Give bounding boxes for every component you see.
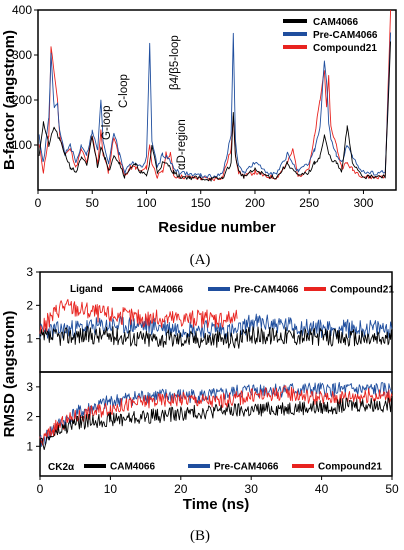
annotation-label: C-loop xyxy=(118,74,130,108)
series-line-pre-cam4066-0 xyxy=(39,381,393,447)
legend-label-pre-cam4066: Pre-CAM4066 xyxy=(214,462,279,473)
panel-b-x-axis-title: Time (ns) xyxy=(183,496,249,513)
x-tick-label: 10 xyxy=(104,482,118,496)
series-line-cam4066-2 xyxy=(39,397,393,453)
x-tick-label: 100 xyxy=(136,196,156,210)
x-tick-label: 50 xyxy=(86,196,100,210)
panel-b-top-series xyxy=(39,298,393,349)
x-tick-label: 30 xyxy=(245,482,259,496)
x-tick-label: 250 xyxy=(299,196,319,210)
series-line-pre-cam4066-1 xyxy=(38,32,392,179)
series-line-compound21-1 xyxy=(39,385,393,446)
y-tick-label: 300 xyxy=(12,48,32,62)
y-tick-label: 1 xyxy=(26,439,33,453)
panel-b-chart: 1 2 3 1 2 3 0 10 20 30 40 50 CAM4066 Pre-CAM4066 Com… xyxy=(1,265,399,544)
panel-b-y-ticks: 1 2 3 1 2 3 xyxy=(26,265,40,453)
x-tick-label: 50 xyxy=(385,482,399,496)
panel-b-y-axis-title: RMSD (angstrom) xyxy=(1,311,18,438)
panel-a-x-ticks: 0 50 100 150 200 250 300 xyxy=(35,190,374,210)
panel-a-y-ticks: 100 200 300 400 xyxy=(12,3,38,152)
annotation-label: αD-region xyxy=(176,119,188,170)
y-tick-label: 400 xyxy=(12,3,32,17)
panel-a-legend: CAM4066 Pre-CAM4066 Compound21 xyxy=(283,17,378,54)
legend-label-cam4066: CAM4066 xyxy=(138,285,183,296)
legend-label-cam4066: CAM4066 xyxy=(110,462,155,473)
panel-b-label: (B) xyxy=(190,528,210,544)
x-tick-label: 0 xyxy=(37,482,44,496)
x-tick-label: 0 xyxy=(35,196,42,210)
panel-a-chart: 0 50 100 150 200 250 300 100 200 300 400 CAM4066 P… xyxy=(1,3,397,268)
legend-label-compound21: Compound21 xyxy=(330,285,394,296)
y-tick-label: 2 xyxy=(26,298,33,312)
legend-label-cam4066: CAM4066 xyxy=(313,17,358,28)
x-tick-label: 300 xyxy=(353,196,373,210)
panel-b-top-legend: CAM4066 Pre-CAM4066 Compound21 xyxy=(112,285,394,296)
panel-b-bottom-legend: CAM4066 Pre-CAM4066 Compound21 xyxy=(84,462,382,473)
panel-a-label: (A) xyxy=(190,252,211,268)
legend-label-compound21: Compound21 xyxy=(313,43,377,54)
y-tick-label: 2 xyxy=(26,410,33,424)
legend-label-compound21: Compound21 xyxy=(318,462,382,473)
series-line-compound21-1 xyxy=(39,298,238,335)
panel-b-top-tag: Ligand xyxy=(70,284,103,295)
y-tick-label: 100 xyxy=(12,138,32,152)
series-line-pre-cam4066-0 xyxy=(39,313,393,341)
panel-a-series xyxy=(38,9,392,182)
panel-a-x-axis-title: Residue number xyxy=(158,219,276,236)
y-tick-label: 3 xyxy=(26,380,33,394)
x-tick-label: 20 xyxy=(174,482,188,496)
panel-a-annotations: G-loop C-loop β4/β5-loop αD-region xyxy=(101,35,188,170)
panel-a-y-axis-title: B-factor (angstrom) xyxy=(1,30,18,170)
panel-b-bottom-frame xyxy=(39,371,393,477)
annotation-label: G-loop xyxy=(101,105,113,140)
y-tick-label: 200 xyxy=(12,93,32,107)
series-line-cam4066-2 xyxy=(39,325,393,349)
panel-b-bottom-tag: CK2α xyxy=(48,462,75,473)
x-tick-label: 40 xyxy=(315,482,329,496)
y-tick-label: 3 xyxy=(26,265,33,279)
panel-b-bottom-series xyxy=(39,381,393,453)
panel-b-x-ticks: 0 10 20 30 40 50 xyxy=(37,476,399,496)
y-tick-label: 1 xyxy=(26,332,33,346)
x-tick-label: 150 xyxy=(191,196,211,210)
x-tick-label: 200 xyxy=(245,196,265,210)
legend-label-pre-cam4066: Pre-CAM4066 xyxy=(234,285,299,296)
series-line-cam4066-2 xyxy=(38,41,392,182)
annotation-label: β4/β5-loop xyxy=(169,35,181,90)
legend-label-pre-cam4066: Pre-CAM4066 xyxy=(313,30,378,41)
